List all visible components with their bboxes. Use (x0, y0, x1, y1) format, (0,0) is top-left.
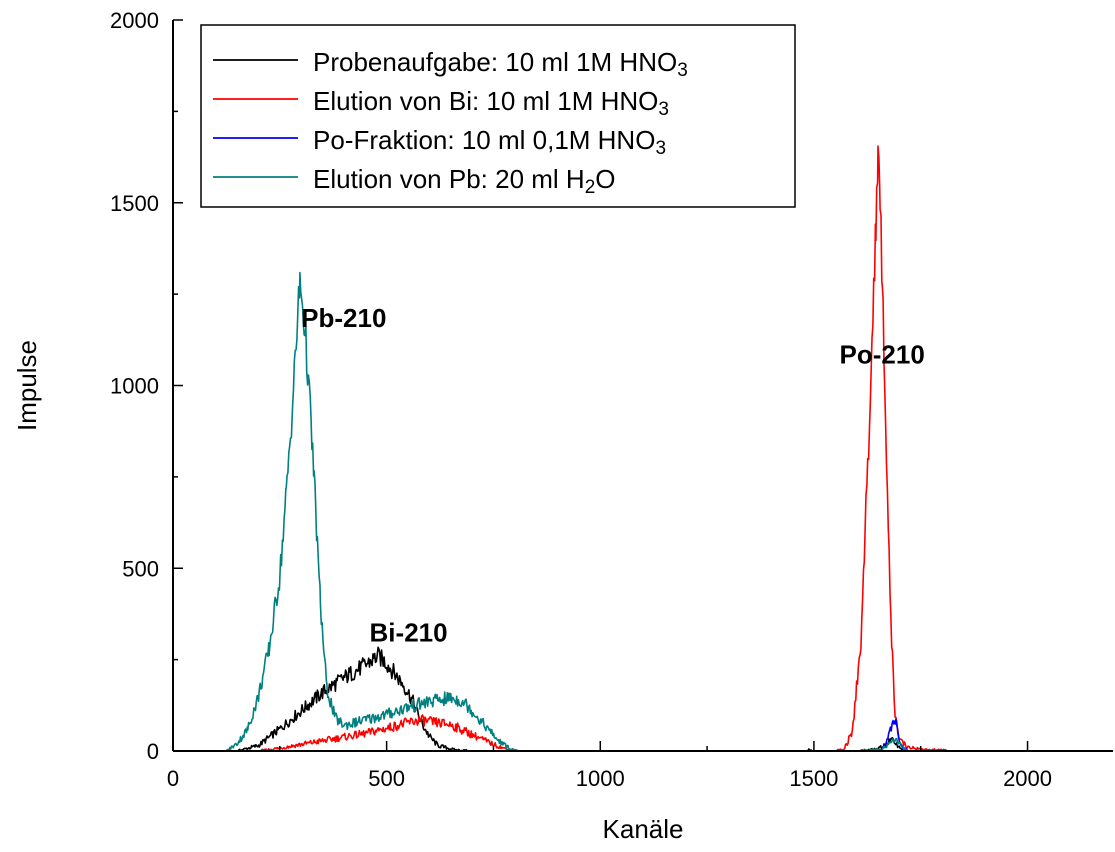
legend-label-1: Probenaufgabe: 10 ml 1M HNO3 (313, 47, 688, 81)
y-tick-label: 0 (147, 739, 159, 764)
x-tick-label: 1500 (789, 766, 838, 791)
legend-label-subscript: 2 (585, 177, 596, 198)
legend-label-2: Elution von Bi: 10 ml 1M HNO3 (313, 86, 669, 120)
x-tick-label: 2000 (1003, 766, 1052, 791)
legend-label-subscript: 3 (658, 99, 669, 120)
legend-label-subscript: 3 (655, 138, 666, 159)
y-tick-label: 1500 (110, 191, 159, 216)
series-line-1 (173, 646, 1054, 752)
legend-label-subscript: 3 (677, 60, 688, 81)
legend-label-main: Elution von Pb: 20 ml H (313, 164, 585, 194)
annotations-layer: Pb-210 Bi-210 Po-210 (301, 303, 925, 647)
legend-label-3: Po-Fraktion: 10 ml 0,1M HNO3 (313, 125, 666, 159)
y-tick-label: 2000 (110, 8, 159, 33)
ticks-layer: 0 500 1000 1500 2000 0 500 1000 1500 2000 (110, 8, 1052, 791)
legend-label-suffix: O (595, 164, 615, 194)
x-tick-label: 500 (368, 766, 405, 791)
legend-box (200, 24, 796, 208)
legend-label-main: Probenaufgabe: 10 ml 1M HNO (313, 47, 677, 77)
legend-label-main: Po-Fraktion: 10 ml 0,1M HNO (313, 125, 655, 155)
x-tick-label: 1000 (576, 766, 625, 791)
peak-annotation-2: Bi-210 (370, 617, 448, 647)
x-axis-label: Kanäle (603, 814, 684, 844)
x-tick-label: 0 (167, 766, 179, 791)
legend-label-main: Elution von Bi: 10 ml 1M HNO (313, 86, 658, 116)
series-line-2 (173, 145, 1054, 752)
peak-annotation-1: Pb-210 (301, 303, 386, 333)
peak-annotation-3: Po-210 (840, 340, 925, 370)
y-tick-label: 500 (122, 556, 159, 581)
series-layer (173, 145, 1054, 752)
y-tick-label: 1000 (110, 374, 159, 399)
y-axis-label: Impulse (12, 340, 42, 431)
legend-label-4: Elution von Pb: 20 ml H2O (313, 164, 616, 198)
